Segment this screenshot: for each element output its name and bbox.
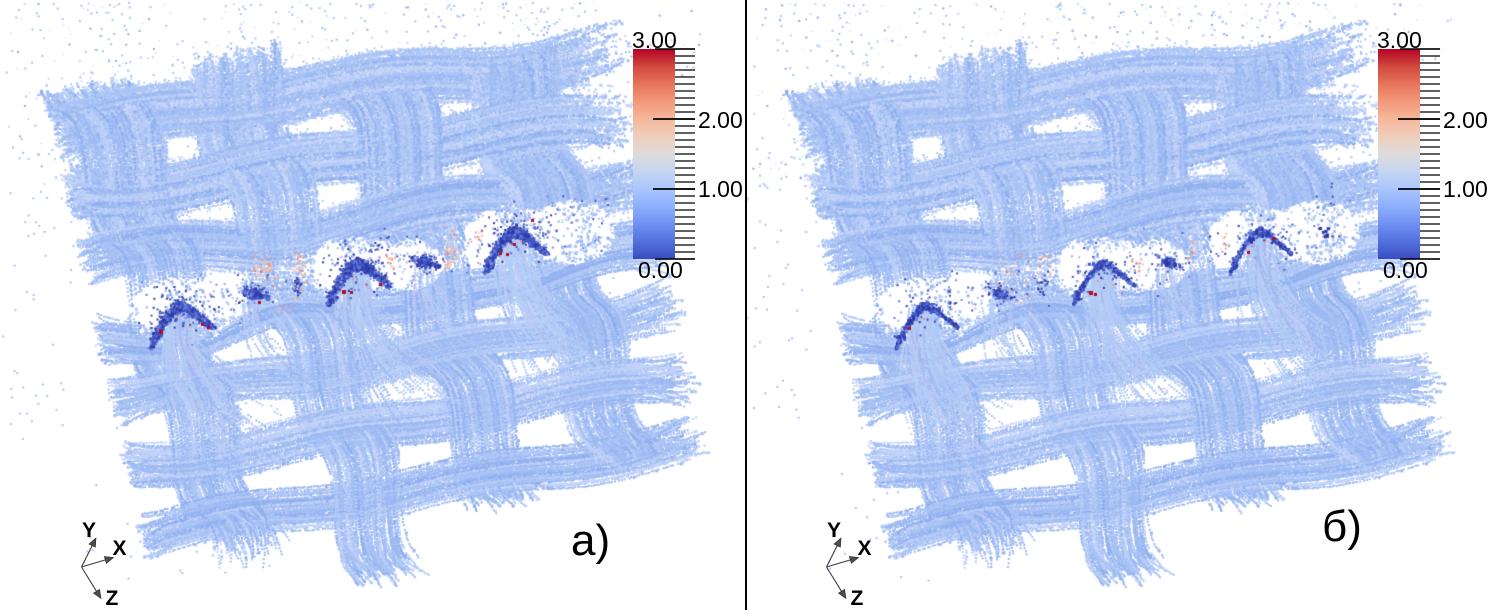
svg-text:Z: Z: [851, 587, 864, 610]
svg-text:X: X: [858, 537, 872, 560]
svg-text:X: X: [113, 537, 127, 560]
svg-text:Z: Z: [106, 587, 119, 610]
svg-text:Y: Y: [82, 519, 96, 542]
svg-text:Y: Y: [827, 519, 841, 542]
